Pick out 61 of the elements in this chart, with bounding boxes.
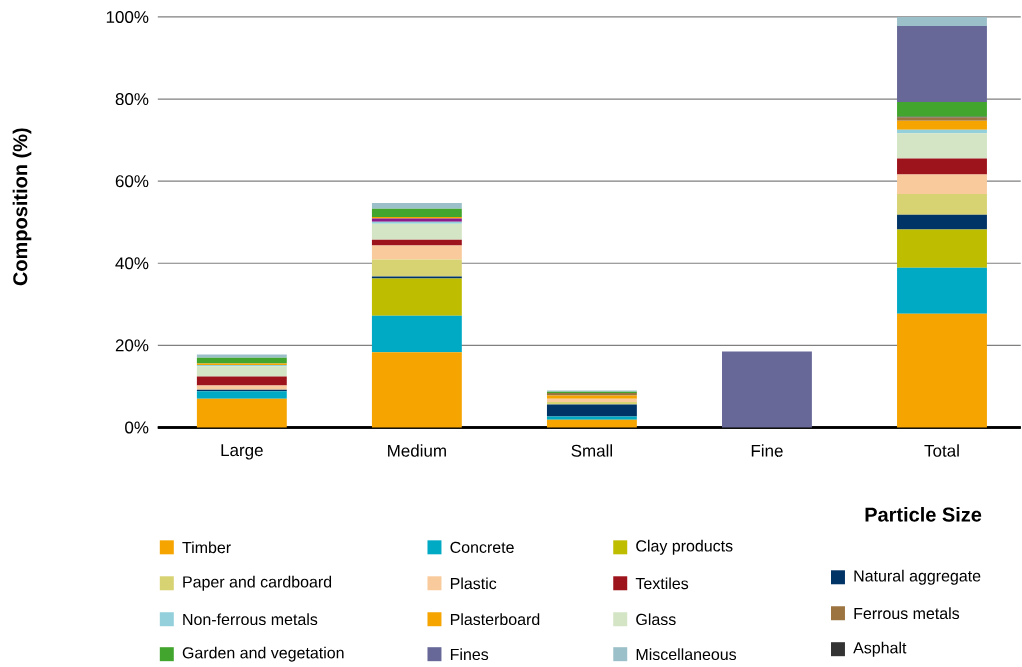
bar xyxy=(546,416,637,420)
legend-label: Plastic xyxy=(450,577,497,590)
bar xyxy=(897,101,987,117)
legend-label: Miscellaneous xyxy=(636,648,737,660)
y-tick-label: 60% xyxy=(115,175,149,188)
bar xyxy=(897,174,987,194)
legend-label: Natural aggregate xyxy=(854,569,981,585)
bar xyxy=(897,158,987,175)
bar xyxy=(371,239,462,246)
x-tick-label: Small xyxy=(571,444,612,457)
y-tick-label: 100% xyxy=(106,10,149,23)
x-tick-label: Total xyxy=(924,444,959,457)
bar xyxy=(371,208,462,217)
legend-label: Garden and vegetation xyxy=(182,646,344,662)
y-tick-label: 40% xyxy=(115,257,149,270)
y-axis-title: Composition (%) xyxy=(12,128,32,286)
legend-label: Textiles xyxy=(635,577,689,590)
bar xyxy=(371,278,462,316)
bar xyxy=(371,352,462,428)
bar xyxy=(897,129,987,134)
legend-label: Plasterboard xyxy=(450,613,540,626)
y-tick-label: 0% xyxy=(125,421,149,434)
bar xyxy=(897,229,987,268)
x-tick-label: Medium xyxy=(388,444,446,457)
bar xyxy=(897,133,987,159)
bar xyxy=(897,214,987,230)
bar xyxy=(196,354,287,358)
bar xyxy=(371,259,462,277)
bar xyxy=(371,223,462,240)
bar xyxy=(371,315,462,353)
bar xyxy=(196,391,287,399)
bar xyxy=(546,404,637,417)
bar xyxy=(897,313,987,428)
y-tick-label: 20% xyxy=(115,339,149,352)
bar xyxy=(897,25,987,102)
bar xyxy=(897,120,987,130)
x-axis-title: Particle Size xyxy=(865,506,982,522)
legend-label: Non-ferrous metals xyxy=(183,613,318,626)
bar xyxy=(196,398,287,428)
legend-label: Ferrous metals xyxy=(854,607,960,620)
y-tick-label: 80% xyxy=(115,92,149,106)
bar xyxy=(371,202,462,209)
bar xyxy=(722,351,812,428)
legend-label: Fines xyxy=(450,648,489,660)
legend-label: Asphalt xyxy=(853,641,907,657)
bar xyxy=(897,193,987,215)
bar xyxy=(196,385,287,390)
x-tick-label: Fine xyxy=(751,444,783,457)
legend-label: Paper and cardboard xyxy=(183,575,332,591)
bar xyxy=(371,276,462,279)
bar xyxy=(897,267,987,314)
bar xyxy=(371,245,462,260)
legend-label: Timber xyxy=(182,541,231,554)
bar xyxy=(546,419,637,428)
legend-label: Glass xyxy=(636,613,676,626)
bar xyxy=(196,376,287,386)
bar xyxy=(196,366,287,377)
legend-label: Clay products xyxy=(636,539,733,555)
x-tick-label: Large xyxy=(221,444,263,460)
bar xyxy=(897,16,987,26)
legend-label: Concrete xyxy=(450,541,514,553)
